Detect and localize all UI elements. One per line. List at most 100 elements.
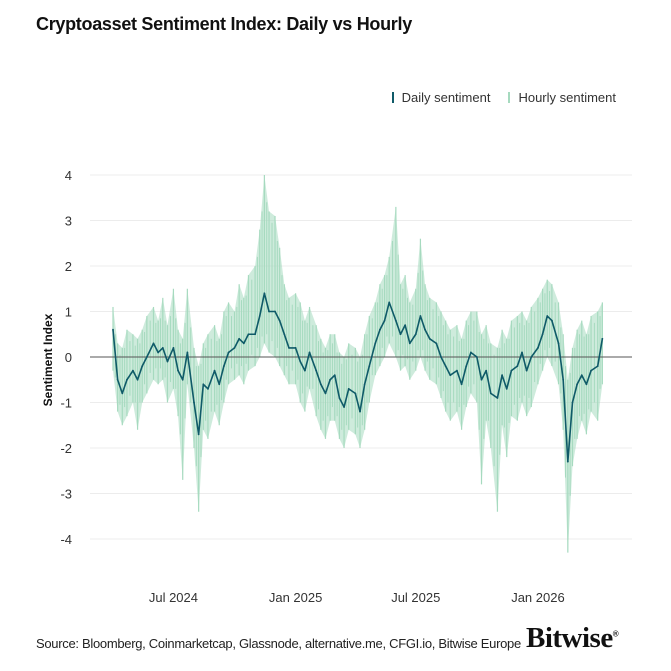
daily-sentiment-point <box>374 342 377 345</box>
legend-label-daily: Daily sentiment <box>401 90 491 105</box>
daily-sentiment-line <box>112 292 604 463</box>
daily-sentiment-point <box>435 342 438 345</box>
daily-sentiment-point <box>283 333 286 336</box>
daily-sentiment-point <box>428 337 431 340</box>
daily-sentiment-point <box>126 378 128 381</box>
daily-sentiment-point <box>315 369 318 372</box>
daily-sentiment-point <box>132 369 134 372</box>
daily-sentiment-point <box>274 310 276 313</box>
daily-sentiment-point <box>202 383 205 386</box>
daily-sentiment-point <box>379 328 381 331</box>
daily-sentiment-point <box>166 360 169 363</box>
daily-sentiment-point <box>186 351 189 354</box>
daily-sentiment-point <box>449 374 452 377</box>
daily-sentiment-point <box>414 333 417 336</box>
daily-sentiment-point <box>177 369 179 372</box>
daily-sentiment-point <box>485 369 488 372</box>
daily-sentiment-point <box>546 315 549 317</box>
daily-sentiment-point <box>585 383 588 386</box>
daily-sentiment-point <box>354 392 357 395</box>
daily-sentiment-point <box>368 365 371 367</box>
daily-sentiment-point <box>238 337 241 340</box>
daily-sentiment-point <box>157 351 160 354</box>
daily-sentiment-point <box>197 433 200 436</box>
daily-sentiment-point <box>263 292 266 295</box>
daily-sentiment-point <box>383 319 386 322</box>
daily-sentiment-point <box>116 378 119 381</box>
bitwise-logo: Bitwise® <box>526 622 619 654</box>
daily-sentiment-point <box>566 460 569 463</box>
daily-sentiment-point <box>136 378 139 381</box>
x-tick-label: Jan 2025 <box>269 590 323 605</box>
chart-title: Cryptoasset Sentiment Index: Daily vs Ho… <box>36 14 412 34</box>
daily-sentiment-point <box>141 365 144 367</box>
daily-sentiment-point <box>324 392 327 395</box>
daily-sentiment-point <box>475 356 478 358</box>
daily-sentiment-point <box>590 369 592 372</box>
daily-sentiment-point <box>550 319 553 322</box>
daily-sentiment-point <box>480 378 483 381</box>
daily-sentiment-point <box>541 333 544 336</box>
daily-sentiment-point <box>121 392 124 395</box>
daily-sentiment-point <box>242 342 245 345</box>
daily-sentiment-point <box>347 387 350 390</box>
y-tick-label: 4 <box>65 168 72 183</box>
daily-sentiment-point <box>213 369 216 372</box>
daily-sentiment-point <box>343 406 345 408</box>
legend-item-hourly: Hourly sentiment <box>508 90 616 105</box>
y-tick-label: 1 <box>65 305 72 320</box>
daily-sentiment-point <box>207 387 209 390</box>
daily-sentiment-point <box>254 333 256 336</box>
daily-sentiment-point <box>152 342 155 345</box>
daily-sentiment-point <box>338 397 341 399</box>
daily-sentiment-point <box>404 324 407 327</box>
daily-sentiment-point <box>460 383 463 386</box>
daily-sentiment-point <box>465 365 468 367</box>
daily-sentiment-point <box>424 328 426 331</box>
daily-sentiment-point <box>303 369 306 372</box>
daily-sentiment-point <box>161 347 164 349</box>
daily-sentiment-point <box>278 319 281 322</box>
daily-sentiment-point <box>145 356 148 358</box>
daily-sentiment-point <box>218 383 221 386</box>
legend: Daily sentiment Hourly sentiment <box>391 90 616 105</box>
daily-sentiment-point <box>516 365 519 367</box>
y-tick-label: -4 <box>60 532 72 547</box>
y-tick-label: -2 <box>60 441 72 456</box>
daily-sentiment-point <box>394 319 397 322</box>
daily-sentiment-point <box>308 351 311 354</box>
daily-sentiment-point <box>496 397 499 399</box>
daily-sentiment-point <box>444 365 447 367</box>
daily-sentiment-point <box>299 360 302 363</box>
daily-sentiment-point <box>408 342 411 345</box>
daily-sentiment-point <box>419 315 422 317</box>
daily-sentiment-point <box>501 374 503 377</box>
daily-sentiment-point <box>172 347 175 349</box>
daily-sentiment-point <box>359 410 361 413</box>
daily-sentiment-point <box>288 347 290 349</box>
daily-sentiment-point <box>233 347 236 349</box>
daily-sentiment-point <box>530 356 533 358</box>
daily-sentiment-point <box>329 378 332 381</box>
daily-sentiment-point <box>440 356 442 358</box>
y-tick-label: -3 <box>60 487 72 502</box>
daily-sentiment-point <box>388 301 391 304</box>
daily-sentiment-point <box>562 378 565 381</box>
daily-sentiment-point <box>193 401 195 404</box>
daily-sentiment-point <box>181 378 184 381</box>
daily-sentiment-point <box>505 387 508 390</box>
x-tick-label: Jul 2025 <box>391 590 440 605</box>
legend-swatch-daily <box>391 92 394 103</box>
daily-sentiment-point <box>557 342 560 345</box>
daily-sentiment-point <box>537 347 539 349</box>
daily-sentiment-point <box>294 347 297 349</box>
y-tick-label: 0 <box>65 350 72 365</box>
daily-sentiment-point <box>580 374 583 377</box>
y-tick-label: 3 <box>65 214 72 229</box>
y-tick-label: 2 <box>65 259 72 274</box>
daily-sentiment-point <box>268 310 270 313</box>
x-tick-label: Jul 2024 <box>149 590 198 605</box>
daily-sentiment-point <box>601 337 604 340</box>
x-tick-label: Jan 2026 <box>511 590 565 605</box>
